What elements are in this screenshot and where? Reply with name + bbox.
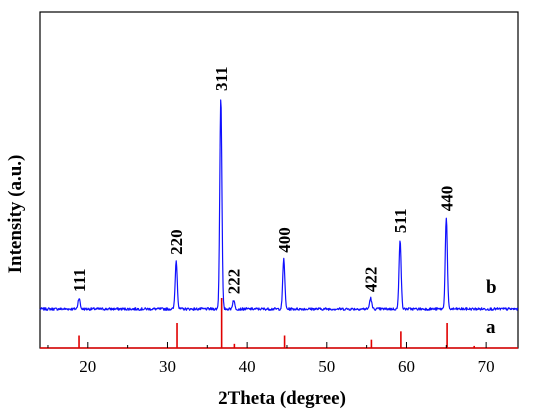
series-label-b: b	[486, 277, 497, 298]
x-axis-title: 2Theta (degree)	[218, 388, 346, 409]
x-tick-label: 40	[239, 357, 256, 376]
x-axis-ticks: 20 30 40 50 60 70	[47, 342, 495, 376]
peak-label: 111	[70, 268, 89, 292]
x-tick-label: 50	[318, 357, 335, 376]
peak-label: 311	[212, 66, 231, 91]
measured-pattern-b	[39, 99, 519, 311]
series-label-a: a	[486, 317, 496, 338]
x-tick-label: 60	[398, 357, 415, 376]
peak-label: 222	[225, 269, 244, 295]
reference-pattern-a	[40, 298, 518, 349]
measured-pattern-line	[39, 99, 519, 311]
x-tick-label: 70	[478, 357, 495, 376]
plot-border	[39, 11, 519, 349]
peak-label: 440	[437, 186, 456, 212]
x-tick-label: 30	[159, 357, 176, 376]
peak-label: 400	[275, 227, 294, 253]
plot-frame	[39, 11, 519, 349]
x-tick-label: 20	[79, 357, 96, 376]
peak-label: 422	[362, 267, 381, 293]
peak-labels: 111 220 311 222 400 422 511 440	[70, 66, 456, 294]
peak-label: 511	[391, 209, 410, 234]
peak-label: 220	[167, 229, 186, 255]
y-axis-title: Intensity (a.u.)	[5, 155, 26, 274]
